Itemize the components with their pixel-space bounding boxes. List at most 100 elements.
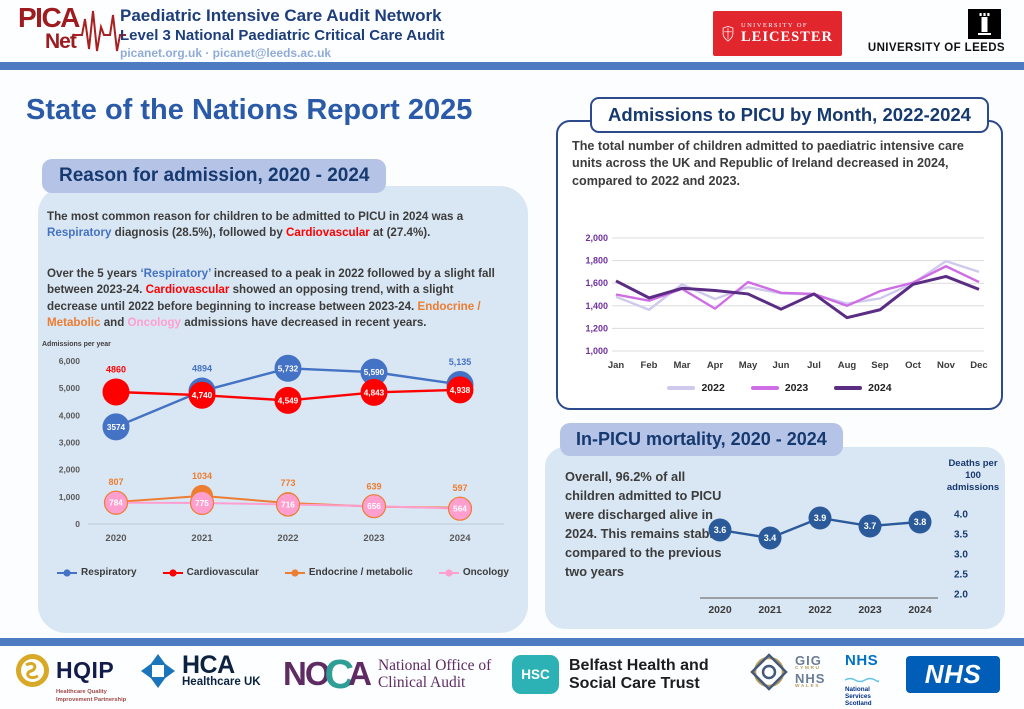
legend-item: Endocrine / metabolic	[284, 567, 413, 578]
hqip-logo: HQIP Healthcare Quality Improvement Part…	[14, 652, 126, 704]
data-label: 4894	[192, 364, 212, 374]
mortality-line-chart: 2020 2021 2022 2023 2024 4.0 3.5 3.0 2.5 2.0 Death…	[700, 458, 999, 616]
y-tick-label: 1,200	[585, 323, 608, 333]
y-tick-label: 1,600	[585, 278, 608, 288]
reason-paragraph-1: The most common reason for children to b…	[47, 210, 464, 240]
leeds-logo-text: UNIVERSITY OF LEEDS	[867, 42, 1005, 54]
data-label: 597	[452, 483, 467, 493]
y-tick-label: 3,000	[59, 438, 81, 448]
picanet-logo-text2: Net	[45, 30, 77, 53]
footer: HQIP Healthcare Quality Improvement Part…	[0, 646, 1024, 709]
monthly-panel	[556, 120, 1003, 410]
data-label: 716	[281, 501, 295, 510]
data-point	[758, 526, 782, 550]
x-tick-label: Jun	[773, 360, 790, 371]
x-tick-label: Aug	[838, 360, 857, 371]
data-point	[360, 358, 388, 386]
x-tick-label: 2022	[277, 533, 298, 544]
data-label: 4,740	[192, 391, 213, 400]
data-label: 3.4	[764, 533, 777, 543]
data-point	[188, 381, 216, 409]
data-label: 5,135	[449, 357, 472, 367]
data-label: 1034	[192, 471, 212, 481]
y-tick-label: 4,000	[59, 410, 81, 420]
nhs-scotland-logo: NHS National Services Scotland	[844, 652, 880, 707]
picanet-logo: PICA Net	[18, 2, 126, 59]
data-label: 3.7	[864, 521, 877, 531]
header: PICA Net Paediatric Intensive Care Audit…	[0, 0, 1024, 62]
data-label: 4860	[106, 364, 126, 374]
data-label: 784	[109, 499, 123, 508]
legend-item: Cardiovascular	[162, 567, 259, 578]
reason-paragraph-2: Over the 5 years ‘Respiratory’ increased…	[47, 267, 495, 330]
data-point	[274, 386, 302, 414]
data-label: 3.6	[714, 525, 727, 535]
series-line	[615, 274, 980, 320]
picanet-logo-text: PICA	[18, 2, 80, 33]
data-label: 656	[367, 502, 381, 511]
y-tick-label: 6,000	[59, 356, 81, 366]
data-label: 4,549	[278, 396, 299, 405]
hca-logo: HCA Healthcare UK	[140, 653, 261, 689]
x-tick-label: 2024	[908, 604, 932, 616]
nhs-england-logo: NHS	[906, 656, 1000, 693]
data-point	[189, 490, 215, 516]
x-tick-label: Nov	[937, 360, 956, 371]
leeds-tower-icon	[968, 9, 1001, 39]
x-tick-label: 2024	[449, 533, 471, 544]
hsc-belfast-logo: HSC Belfast Health and Social Care Trust	[512, 655, 709, 694]
data-label: 773	[280, 478, 295, 488]
data-point	[275, 492, 301, 517]
header-text: Paediatric Intensive Care Audit Network …	[120, 6, 445, 60]
leicester-shield-icon	[722, 25, 734, 42]
x-tick-label: Dec	[970, 360, 987, 371]
y-tick-label: 4.0	[954, 510, 968, 521]
legend-item: Respiratory	[57, 567, 137, 578]
y-tick-label: 3.5	[954, 530, 968, 541]
reasons-line-chart: 0 1,000 2,000 3,000 4,000 5,000 6,000 2020 2021 2…	[59, 354, 504, 544]
x-tick-label: Sep	[871, 360, 889, 371]
hqip-logo-text: HQIP	[56, 657, 115, 683]
y-tick-label: 2.5	[954, 570, 968, 581]
x-tick-label: 2021	[191, 533, 213, 544]
data-label: 3.8	[914, 517, 927, 527]
data-point	[103, 490, 129, 515]
data-point	[908, 510, 932, 534]
nhs-wales-logo: GIG CYMRU NHS WALES	[748, 651, 825, 693]
legend-item: 2023	[750, 382, 808, 394]
hsc-icon: HSC	[512, 655, 559, 694]
org-contact: picanet.org.uk · picanet@leeds.ac.uk	[120, 46, 332, 60]
monthly-chart-legend: 2022 2023 2024	[556, 382, 1003, 394]
data-label: 4,843	[364, 388, 385, 397]
data-label: 3574	[107, 423, 126, 432]
leicester-logo: UNIVERSITY OF LEICESTER	[713, 11, 842, 56]
legend-item: 2024	[834, 382, 892, 394]
x-tick-label: 2023	[858, 604, 882, 616]
y-tick-label: 1,000	[59, 492, 81, 502]
data-label: 775	[195, 499, 209, 508]
legend-item: Oncology	[438, 567, 509, 578]
monthly-section-heading: Admissions to PICU by Month, 2022-2024	[590, 97, 989, 133]
monthly-paragraph: The total number of children admitted to…	[572, 139, 964, 188]
reasons-chart-legend: Respiratory Cardiovascular Endocrine / met…	[40, 567, 526, 578]
y-axis-title: admissions	[947, 482, 999, 493]
x-tick-label: Jul	[807, 360, 821, 371]
y-tick-label: 1,000	[585, 346, 608, 356]
y-tick-label: 0	[75, 519, 80, 529]
reasons-chart-axis-title: Admissions per year	[42, 341, 111, 348]
bottom-divider-bar	[0, 638, 1024, 646]
hca-cross-icon	[141, 654, 175, 688]
mortality-paragraph: Overall, 96.2% of all children admitted …	[565, 469, 722, 579]
data-point	[708, 518, 732, 542]
org-title: Paediatric Intensive Care Audit Network	[120, 6, 442, 25]
data-point	[102, 413, 130, 441]
data-label: 3.9	[814, 513, 827, 523]
y-tick-label: 1,800	[585, 256, 608, 266]
hqip-logo-subtext: Healthcare Quality Improvement Partnersh…	[56, 689, 127, 703]
data-label: 807	[108, 477, 123, 487]
y-tick-label: 2.0	[954, 590, 968, 601]
ecg-trace-icon	[74, 10, 126, 52]
page-title: State of the Nations Report 2025	[26, 94, 473, 126]
x-tick-label: Oct	[905, 360, 922, 371]
